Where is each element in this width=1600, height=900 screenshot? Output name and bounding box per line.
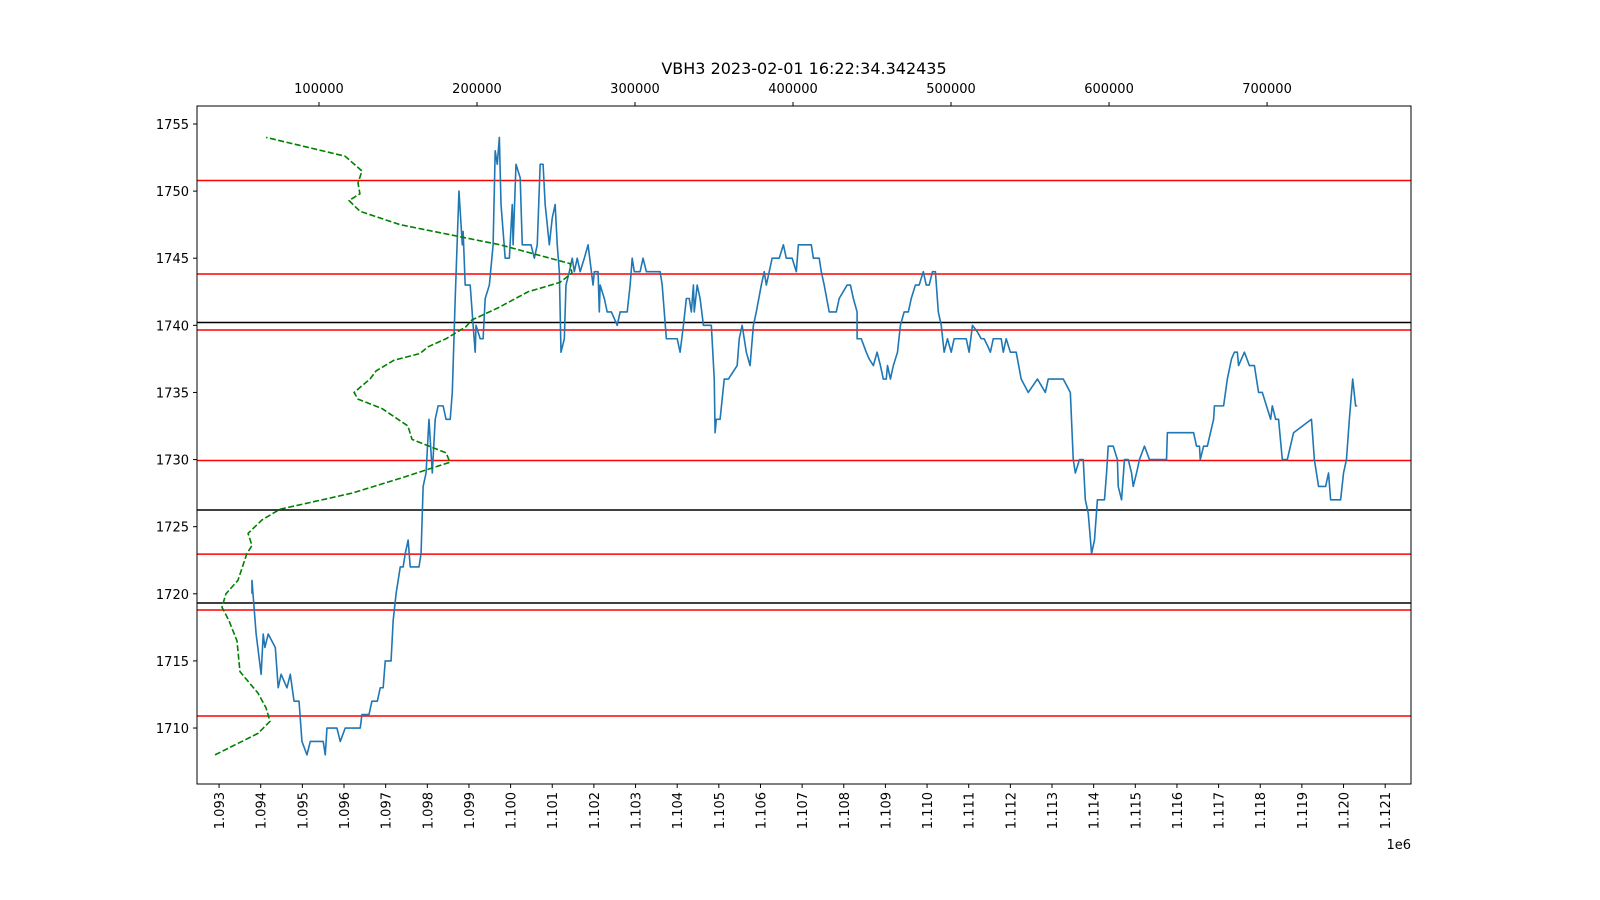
x-tick-label: 1.119 — [1296, 792, 1311, 829]
x-tick-label: 1.093 — [213, 792, 228, 829]
x-tick-label: 1.111 — [963, 792, 978, 829]
x-tick-label: 1.104 — [671, 792, 686, 829]
x-tick-label: 1.115 — [1129, 792, 1144, 829]
y-tick-label: 1755 — [156, 118, 189, 133]
x-tick-label: 1.108 — [838, 792, 853, 829]
x-tick-label: 1.107 — [796, 792, 811, 829]
y-tick-label: 1710 — [156, 722, 189, 737]
y-tick-label: 1740 — [156, 319, 189, 334]
x-tick-label: 1.114 — [1088, 792, 1103, 829]
y-tick-label: 1750 — [156, 185, 189, 200]
x-tick-label: 1.118 — [1254, 792, 1269, 829]
x-tick-label: 1.112 — [1004, 792, 1019, 829]
x-tick-label: 1.120 — [1338, 792, 1353, 829]
y-tick-label: 1730 — [156, 454, 189, 469]
x-tick-label: 1.094 — [255, 792, 270, 829]
plot-area — [197, 136, 1411, 756]
x-tick-label: 1.106 — [754, 792, 769, 829]
x-tick-label: 1.095 — [296, 792, 311, 829]
x-tick-label: 1.100 — [505, 792, 520, 829]
x-tick-label: 1.102 — [588, 792, 603, 829]
volume-profile-line — [214, 136, 573, 756]
x-tick-label: 1.101 — [546, 792, 561, 829]
x-tick-label: 1.113 — [1046, 792, 1061, 829]
price-line — [251, 136, 1358, 756]
x2-tick-label: 600000 — [1084, 82, 1134, 97]
y-tick-label: 1715 — [156, 655, 189, 670]
x-tick-label: 1.109 — [879, 792, 894, 829]
x-tick-label: 1.097 — [380, 792, 395, 829]
x2-tick-label: 500000 — [926, 82, 976, 97]
x2-tick-label: 100000 — [294, 82, 344, 97]
y-tick-label: 1735 — [156, 386, 189, 401]
x-tick-label: 1.099 — [463, 792, 478, 829]
x2-tick-label: 300000 — [610, 82, 660, 97]
x-tick-label: 1.116 — [1171, 792, 1186, 829]
y-tick-label: 1725 — [156, 521, 189, 536]
x2-tick-label: 200000 — [452, 82, 502, 97]
y-tick-label: 1720 — [156, 588, 189, 603]
x2-tick-label: 400000 — [768, 82, 818, 97]
chart-title: VBH3 2023-02-01 16:22:34.342435 — [661, 59, 946, 78]
x-tick-label: 1.110 — [921, 792, 936, 829]
x2-tick-label: 700000 — [1242, 82, 1292, 97]
y-tick-label: 1745 — [156, 252, 189, 267]
x-tick-label: 1.103 — [630, 792, 645, 829]
axes-frame — [196, 105, 1412, 785]
x-tick-label: 1.121 — [1379, 792, 1394, 829]
x-tick-label: 1.117 — [1213, 792, 1228, 829]
x-tick-label: 1.096 — [338, 792, 353, 829]
x-tick-label: 1.105 — [713, 792, 728, 829]
x-tick-label: 1.098 — [421, 792, 436, 829]
x-offset-label: 1e6 — [1386, 838, 1411, 853]
